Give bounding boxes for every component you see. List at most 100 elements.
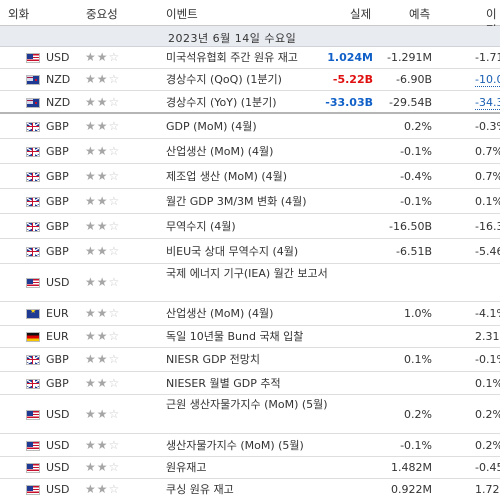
star-filled-icon: ★ bbox=[85, 352, 97, 366]
previous-value: 0.1% bbox=[475, 195, 500, 208]
event-name[interactable]: 근원 생산자물가지수 (MoM) (5월) bbox=[166, 398, 328, 411]
event-name[interactable]: 산업생산 (MoM) (4월) bbox=[166, 145, 274, 158]
table-row[interactable]: GBP★★☆GDP (MoM) (4월)0.2%-0.3% bbox=[0, 114, 500, 139]
star-empty-icon: ☆ bbox=[108, 275, 121, 289]
event-name[interactable]: 제조업 생산 (MoM) (4월) bbox=[166, 170, 288, 183]
star-empty-icon: ☆ bbox=[108, 460, 121, 474]
eu-flag-icon bbox=[26, 309, 40, 319]
star-filled-icon: ★ bbox=[85, 119, 97, 133]
star-empty-icon: ☆ bbox=[108, 144, 121, 158]
actual-value: -5.22B bbox=[332, 73, 373, 86]
star-filled-icon: ★ bbox=[96, 219, 109, 233]
previous-value: 1.721M bbox=[475, 483, 500, 496]
table-row[interactable]: NZD ★★☆ 경상수지 (YoY) (1분기) -33.03B -29.54B -34.… bbox=[0, 91, 500, 114]
col-forecast-header[interactable]: 예측 bbox=[409, 7, 431, 21]
forecast-value: -1.291M bbox=[387, 51, 432, 64]
forecast-value: -0.1% bbox=[400, 145, 432, 158]
star-filled-icon: ★ bbox=[96, 482, 109, 496]
star-empty-icon: ☆ bbox=[108, 50, 121, 64]
table-row[interactable]: GBP★★☆NIESER 월별 GDP 추적0.1% bbox=[0, 372, 500, 395]
importance-stars: ★★☆ bbox=[85, 329, 120, 343]
event-name[interactable]: 미국석유협회 주간 원유 재고 bbox=[166, 51, 298, 64]
date-label: 2023년 6월 14일 수요일 bbox=[168, 32, 297, 45]
event-name[interactable]: NIESER 월별 GDP 추적 bbox=[166, 377, 281, 390]
star-empty-icon: ☆ bbox=[108, 219, 121, 233]
gb-flag-icon bbox=[26, 122, 40, 132]
table-row[interactable]: GBP★★☆비EU국 상대 무역수지 (4월)-6.51B-5.46B bbox=[0, 239, 500, 264]
star-empty-icon: ☆ bbox=[108, 438, 121, 452]
table-row[interactable]: NZD★★☆경상수지 (QoQ) (1분기)-5.22B-6.90B-10.07… bbox=[0, 69, 500, 91]
importance-stars: ★★☆ bbox=[85, 169, 120, 183]
star-filled-icon: ★ bbox=[85, 194, 97, 208]
star-filled-icon: ★ bbox=[96, 194, 109, 208]
actual-value: -33.03B bbox=[325, 96, 373, 109]
importance-stars: ★★☆ bbox=[85, 119, 120, 133]
event-name[interactable]: GDP (MoM) (4월) bbox=[166, 120, 257, 133]
event-name[interactable]: 원유재고 bbox=[166, 461, 207, 474]
event-name[interactable]: 산업생산 (MoM) (4월) bbox=[166, 307, 274, 320]
star-filled-icon: ★ bbox=[96, 275, 109, 289]
event-name[interactable]: 쿠싱 원유 재고 bbox=[166, 483, 234, 496]
star-filled-icon: ★ bbox=[96, 119, 109, 133]
star-filled-icon: ★ bbox=[85, 275, 97, 289]
table-row[interactable]: GBP★★☆월간 GDP 3M/3M 변화 (4월)-0.1%0.1% bbox=[0, 189, 500, 214]
importance-stars: ★★☆ bbox=[85, 376, 120, 390]
table-row[interactable]: GBP★★☆제조업 생산 (MoM) (4월)-0.4%0.7% bbox=[0, 164, 500, 189]
gb-flag-icon bbox=[26, 379, 40, 389]
currency-code: USD bbox=[46, 51, 70, 64]
star-filled-icon: ★ bbox=[85, 329, 97, 343]
gb-flag-icon bbox=[26, 222, 40, 232]
table-row[interactable]: GBP★★☆산업생산 (MoM) (4월)-0.1%0.7% bbox=[0, 139, 500, 164]
table-row[interactable]: EUR ★★☆ 독일 10년물 Bund 국채 입찰 2.310% bbox=[0, 326, 500, 348]
event-name[interactable]: 국제 에너지 기구(IEA) 월간 보고서 bbox=[166, 267, 328, 280]
table-row[interactable]: USD★★☆미국석유협회 주간 원유 재고1.024M-1.291M-1.710… bbox=[0, 47, 500, 69]
table-row[interactable]: USD★★☆근원 생산자물가지수 (MoM) (5월)0.2%0.2% bbox=[0, 395, 500, 434]
previous-value: -5.46B bbox=[475, 245, 500, 258]
forecast-value: -6.90B bbox=[395, 73, 432, 86]
gb-flag-icon bbox=[26, 172, 40, 182]
event-name[interactable]: 무역수지 (4월) bbox=[166, 220, 236, 233]
col-currency-header[interactable]: 외화 bbox=[8, 7, 30, 21]
forecast-value: 0.922M bbox=[391, 483, 432, 496]
previous-value[interactable]: -10.07B bbox=[475, 73, 500, 87]
table-row[interactable]: USD★★☆생산자물가지수 (MoM) (5월)-0.1%0.2% bbox=[0, 434, 500, 457]
event-name[interactable]: 경상수지 (QoQ) (1분기) bbox=[166, 73, 282, 86]
currency-code: EUR bbox=[46, 330, 69, 343]
star-filled-icon: ★ bbox=[96, 144, 109, 158]
importance-stars: ★★☆ bbox=[85, 438, 120, 452]
table-row[interactable]: EUR★★☆산업생산 (MoM) (4월)1.0%-4.1% bbox=[0, 302, 500, 326]
star-empty-icon: ☆ bbox=[108, 376, 121, 390]
importance-stars: ★★☆ bbox=[85, 407, 120, 421]
currency-code: GBP bbox=[46, 170, 69, 183]
event-name[interactable]: 비EU국 상대 무역수지 (4월) bbox=[166, 245, 299, 258]
col-event-header[interactable]: 이벤트 bbox=[166, 7, 198, 21]
forecast-value: -6.51B bbox=[395, 245, 432, 258]
importance-stars: ★★☆ bbox=[85, 244, 120, 258]
event-name[interactable]: 경상수지 (YoY) (1분기) bbox=[166, 96, 277, 109]
previous-value: 2.310% bbox=[475, 330, 500, 343]
col-actual-header[interactable]: 실제 bbox=[350, 7, 372, 21]
event-name[interactable]: 독일 10년물 Bund 국채 입찰 bbox=[166, 330, 304, 343]
star-filled-icon: ★ bbox=[96, 407, 109, 421]
star-empty-icon: ☆ bbox=[108, 119, 121, 133]
table-row[interactable]: USD ★★☆ 국제 에너지 기구(IEA) 월간 보고서 bbox=[0, 264, 500, 302]
event-name[interactable]: NIESR GDP 전망치 bbox=[166, 353, 261, 366]
star-filled-icon: ★ bbox=[85, 482, 97, 496]
previous-value[interactable]: -34.39B bbox=[475, 96, 500, 110]
event-name[interactable]: 생산자물가지수 (MoM) (5월) bbox=[166, 439, 304, 452]
col-importance-header[interactable]: 중요성 bbox=[86, 7, 118, 21]
currency-code: USD bbox=[46, 439, 70, 452]
us-flag-icon bbox=[26, 441, 40, 451]
star-filled-icon: ★ bbox=[85, 306, 97, 320]
star-empty-icon: ☆ bbox=[108, 194, 121, 208]
previous-value: 0.1% bbox=[475, 377, 500, 390]
importance-stars: ★★☆ bbox=[85, 275, 120, 289]
importance-stars: ★★☆ bbox=[85, 219, 120, 233]
event-name[interactable]: 월간 GDP 3M/3M 변화 (4월) bbox=[166, 195, 307, 208]
forecast-value: -29.54B bbox=[388, 96, 432, 109]
star-filled-icon: ★ bbox=[85, 72, 97, 86]
table-row[interactable]: GBP★★☆무역수지 (4월)-16.50B-16.36B bbox=[0, 214, 500, 239]
